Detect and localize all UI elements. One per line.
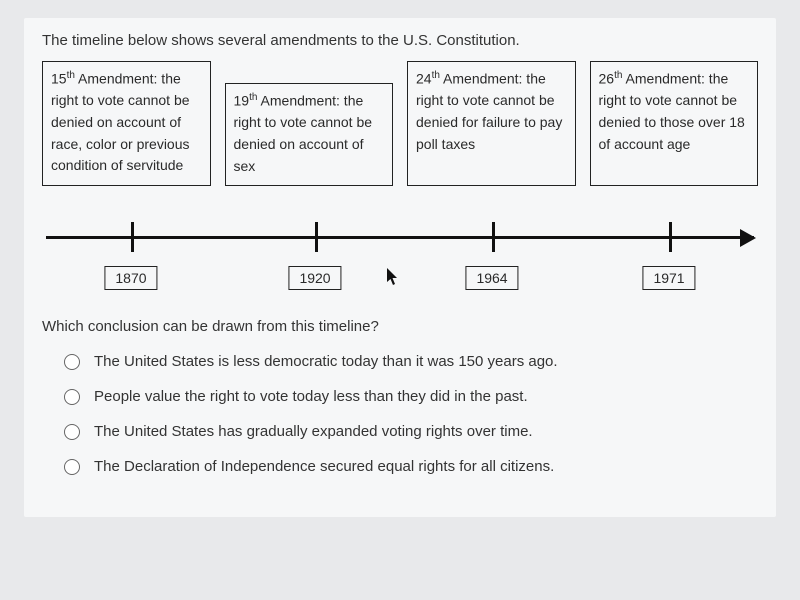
ord: 15 [51, 71, 67, 87]
tick-1971 [669, 222, 672, 252]
amendment-box-15: 15th Amendment: the right to vote cannot… [42, 61, 211, 186]
arrow-right-icon [740, 229, 756, 247]
intro-text: The timeline below shows several amendme… [42, 32, 758, 49]
option-text: The United States has gradually expanded… [94, 423, 533, 440]
timeline-axis [46, 236, 754, 239]
year-1920: 1920 [288, 266, 341, 290]
radio-icon[interactable] [64, 354, 80, 370]
tick-1964 [492, 222, 495, 252]
option-text: People value the right to vote today les… [94, 388, 528, 405]
options-group: The United States is less democratic tod… [64, 353, 758, 475]
ord: 24 [416, 71, 432, 87]
option-row[interactable]: The United States is less democratic tod… [64, 353, 758, 370]
amendment-box-24: 24th Amendment: the right to vote cannot… [407, 61, 576, 186]
year-1971: 1971 [642, 266, 695, 290]
year-1870: 1870 [104, 266, 157, 290]
year-1964: 1964 [465, 266, 518, 290]
amend-text: Amendment: the right to vote cannot be d… [599, 71, 745, 152]
amendment-box-19: 19th Amendment: the right to vote cannot… [225, 83, 394, 186]
question-text: Which conclusion can be drawn from this … [42, 318, 758, 335]
option-row[interactable]: The Declaration of Independence secured … [64, 458, 758, 475]
amend-text: Amendment: the right to vote cannot be d… [234, 93, 373, 174]
question-card: The timeline below shows several amendme… [24, 18, 776, 517]
tick-1870 [131, 222, 134, 252]
radio-icon[interactable] [64, 459, 80, 475]
ord-sup: th [67, 70, 75, 81]
option-text: The Declaration of Independence secured … [94, 458, 554, 475]
option-row[interactable]: The United States has gradually expanded… [64, 423, 758, 440]
radio-icon[interactable] [64, 389, 80, 405]
cursor-icon [386, 268, 400, 286]
amendment-boxes-row: 15th Amendment: the right to vote cannot… [42, 61, 758, 186]
option-row[interactable]: People value the right to vote today les… [64, 388, 758, 405]
ord: 26 [599, 71, 615, 87]
amend-text: Amendment: the right to vote cannot be d… [51, 71, 190, 174]
amendment-box-26: 26th Amendment: the right to vote cannot… [590, 61, 759, 186]
amend-text: Amendment: the right to vote cannot be d… [416, 71, 562, 152]
option-text: The United States is less democratic tod… [94, 353, 558, 370]
timeline: 1870 1920 1964 1971 [46, 196, 754, 306]
radio-icon[interactable] [64, 424, 80, 440]
ord: 19 [234, 93, 250, 109]
tick-1920 [315, 222, 318, 252]
ord-sup: th [432, 70, 440, 81]
